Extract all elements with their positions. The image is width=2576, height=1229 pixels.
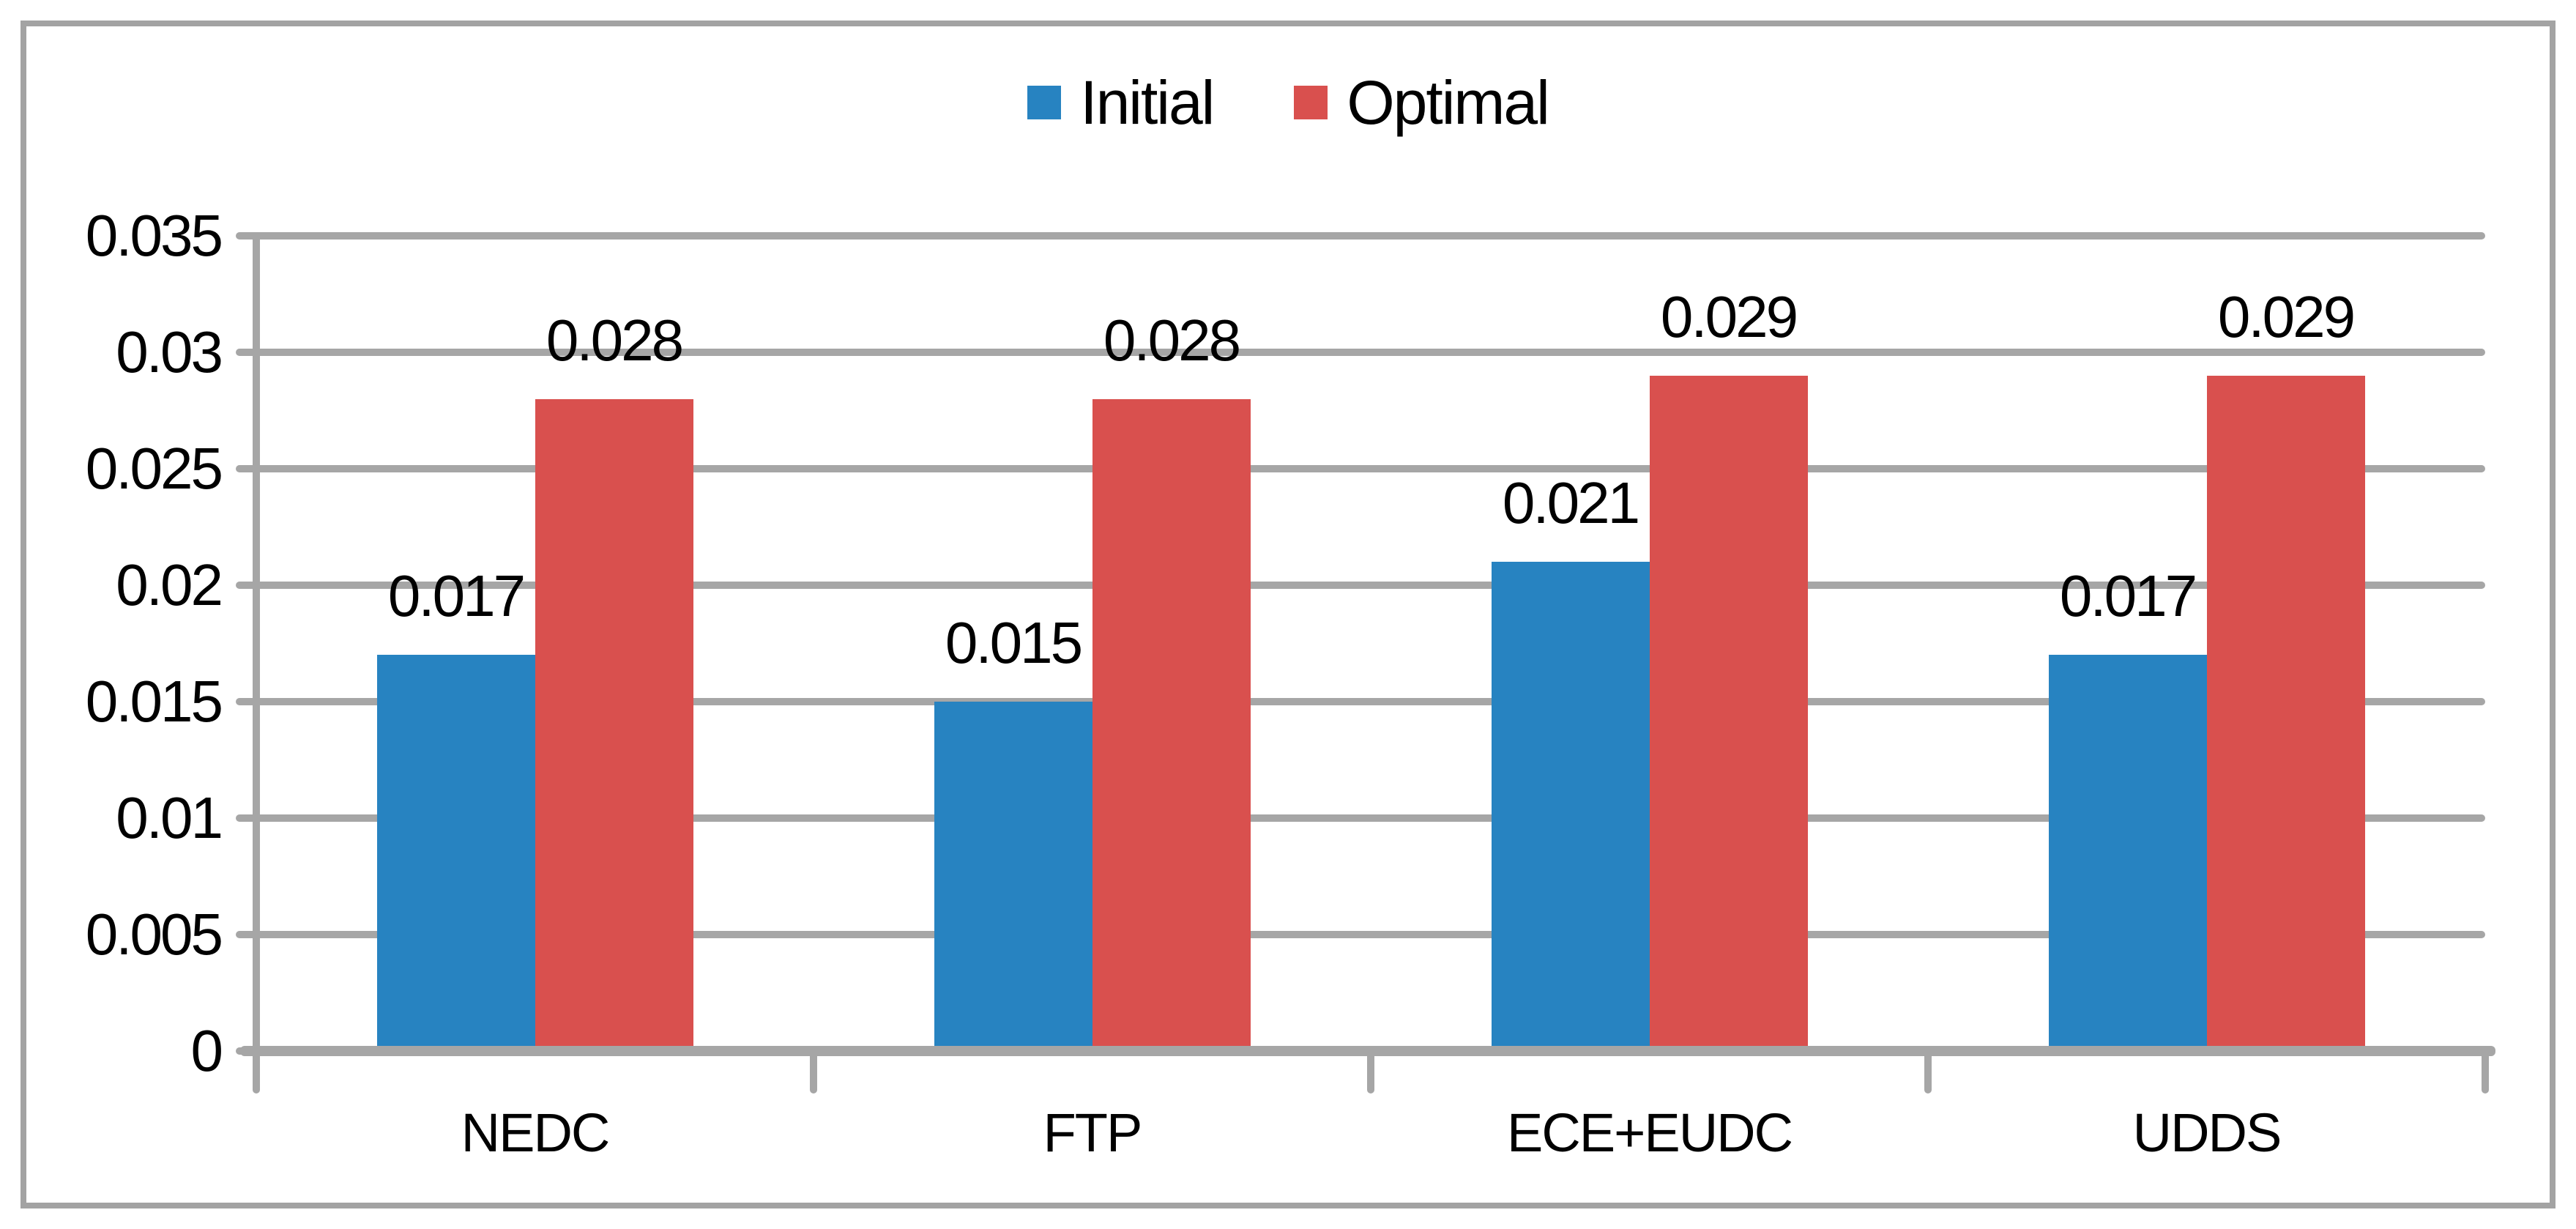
- x-category-label: ECE+EUDC: [1506, 1102, 1793, 1163]
- gridline: [256, 698, 2485, 705]
- y-tick-label: 0.025: [85, 436, 223, 501]
- legend-item-initial: Initial: [1027, 67, 1215, 138]
- bar-initial-ece-eudc: [1491, 562, 1650, 1051]
- gridline: [256, 931, 2485, 938]
- bar-optimal-ece-eudc: [1649, 375, 1808, 1051]
- bar-optimal-ftp: [1092, 398, 1251, 1051]
- bar-value-label: 0.029: [2217, 283, 2356, 349]
- gridline: [256, 582, 2485, 589]
- x-category-label: UDDS: [2132, 1102, 2282, 1163]
- bar-initial-nedc: [376, 655, 535, 1051]
- bar-optimal-nedc: [535, 398, 693, 1051]
- bar-value-label: 0.017: [387, 563, 526, 629]
- y-axis-line: [253, 232, 260, 1069]
- gridline: [256, 814, 2485, 822]
- y-tick-label: 0.01: [116, 785, 223, 850]
- x-axis-tick: [1367, 1051, 1374, 1094]
- bar-value-label: 0.021: [1502, 470, 1640, 536]
- bar-value-label: 0.029: [1660, 283, 1798, 349]
- gridline: [256, 232, 2485, 240]
- y-tick-label: 0.02: [116, 552, 223, 617]
- legend-label: Optimal: [1347, 68, 1549, 137]
- x-axis-tick: [253, 1051, 260, 1094]
- bar-value-label: 0.017: [2059, 563, 2197, 629]
- y-tick-label: 0.005: [85, 902, 223, 967]
- bar-value-label: 0.028: [1103, 307, 1241, 373]
- y-tick-label: 0.03: [116, 319, 223, 385]
- x-axis-tick: [1924, 1051, 1932, 1094]
- x-category-label: NEDC: [461, 1102, 611, 1163]
- legend-swatch-optimal-icon: [1294, 86, 1328, 119]
- bar-initial-ftp: [934, 702, 1092, 1051]
- legend: Initial Optimal: [0, 67, 2576, 138]
- bar-optimal-udds: [2206, 375, 2365, 1051]
- y-tick-label: 0.035: [85, 203, 223, 268]
- gridline: [256, 465, 2485, 472]
- legend-label: Initial: [1080, 68, 1215, 137]
- gridline: [256, 349, 2485, 356]
- bar-initial-udds: [2048, 655, 2207, 1051]
- x-category-label: FTP: [1043, 1102, 1143, 1163]
- x-axis-tick: [810, 1051, 817, 1094]
- bar-value-label: 0.028: [546, 307, 684, 373]
- x-axis-tick: [2482, 1051, 2489, 1094]
- legend-swatch-initial-icon: [1027, 86, 1062, 119]
- y-tick-label: 0.015: [85, 669, 223, 734]
- legend-item-optimal: Optimal: [1294, 67, 1550, 138]
- y-tick-label: 0: [190, 1018, 224, 1083]
- bar-value-label: 0.015: [945, 610, 1083, 675]
